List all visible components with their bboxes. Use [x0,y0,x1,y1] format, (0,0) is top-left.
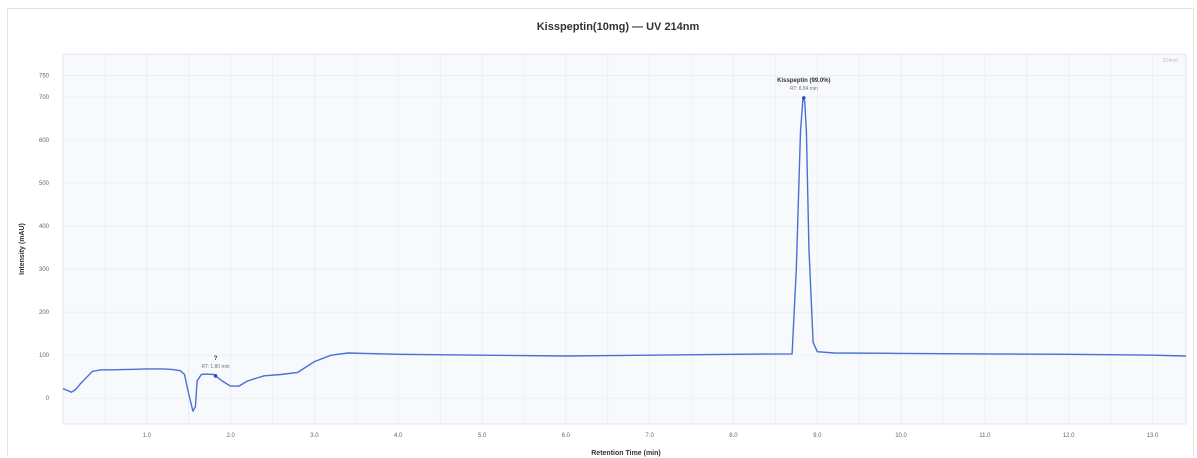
y-tick-label: 500 [39,181,50,187]
peak-label: Kisspeptin (99.0%) [777,78,830,84]
y-axis-ticks: 0 100 200 300 400 500 600 700 750 [39,74,50,403]
x-tick-label: 9.0 [813,433,822,439]
x-tick-label: 13.0 [1147,433,1159,439]
x-tick-label: 7.0 [645,433,654,439]
x-tick-label: 1.0 [143,433,152,439]
grid [63,54,1186,424]
x-tick-label: 3.0 [310,433,319,439]
peak-label: ? [214,356,218,362]
y-tick-label: 200 [39,310,50,316]
x-tick-label: 2.0 [226,433,235,439]
peak-rt-label: RT: 8.84 min [790,86,818,92]
plot-area [62,53,1187,425]
x-axis-ticks: 1.0 2.0 3.0 4.0 5.0 6.0 7.0 8.0 9.0 10.0 11.0 12.0 1… [143,433,1159,439]
corner-label: 214nm [1163,58,1178,64]
peak-rt-label: RT: 1.80 min [202,364,230,370]
y-tick-label: 400 [39,224,50,230]
x-tick-label: 5.0 [478,433,487,439]
series-line [62,97,1187,412]
x-tick-label: 12.0 [1063,433,1075,439]
y-axis-label: Intensity (mAU) [19,223,26,275]
chromatogram-chart: 1.0 2.0 3.0 4.0 5.0 6.0 7.0 8.0 9.0 10.0 11.0 12.0 1… [19,21,1187,457]
x-tick-label: 11.0 [979,433,991,439]
chart-frame: 1.0 2.0 3.0 4.0 5.0 6.0 7.0 8.0 9.0 10.0 11.0 12.0 1… [7,8,1194,457]
peak-annotations: ? RT: 1.80 min Kisspeptin (99.0%) RT: 8.84 … [202,78,831,378]
peak-marker [802,96,806,100]
x-axis-label: Retention Time (min) [591,450,660,457]
x-tick-label: 8.0 [729,433,738,439]
y-tick-label: 600 [39,138,50,144]
y-tick-label: 100 [39,353,50,359]
y-tick-label: 700 [39,95,50,101]
peak-marker [213,374,218,378]
x-tick-label: 10.0 [895,433,907,439]
x-tick-label: 4.0 [394,433,403,439]
y-tick-label: 750 [39,74,50,80]
y-tick-label: 300 [39,267,50,273]
x-tick-label: 6.0 [562,433,571,439]
chart-title: Kisspeptin(10mg) — UV 214nm [537,21,700,33]
y-tick-label: 0 [46,396,50,402]
